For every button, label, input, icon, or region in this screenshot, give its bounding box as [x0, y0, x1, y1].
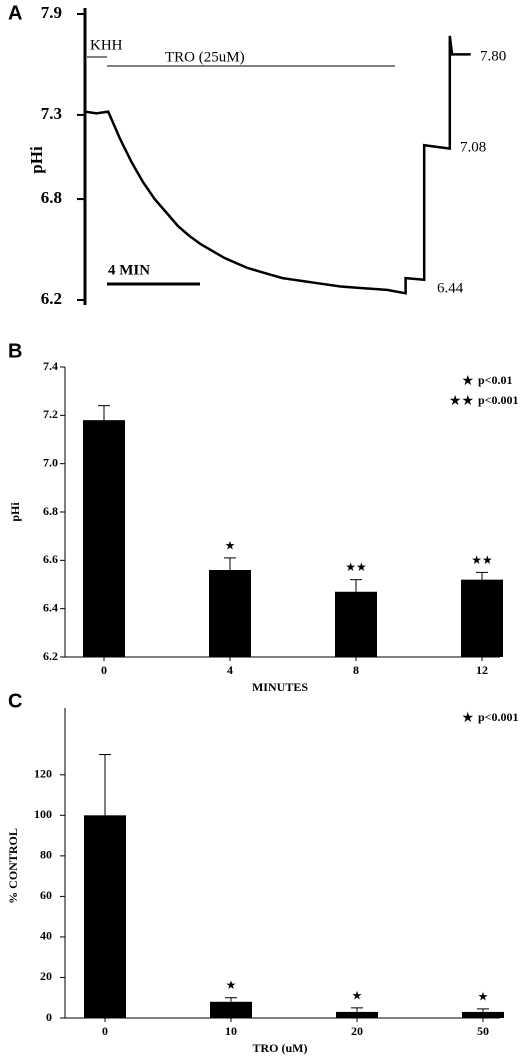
significance: ★ [478, 989, 489, 1003]
bar [84, 815, 126, 1018]
y-tick-label: 7.9 [41, 3, 62, 22]
y-tick-label: 120 [34, 767, 52, 781]
step-label: 6.44 [437, 280, 464, 296]
legend-label: p<0.001 [478, 393, 519, 407]
treatment-label: TRO (25uM) [165, 49, 245, 65]
y-tick-label: 7.4 [43, 359, 58, 373]
treatment-label: KHH [90, 37, 123, 53]
significance: ★ [352, 988, 363, 1002]
y-tick-label: 100 [34, 807, 52, 821]
panel-label: B [8, 340, 22, 362]
significance: ★ [226, 978, 237, 992]
panel-label: C [8, 690, 22, 712]
y-axis-label: % CONTROL [6, 828, 20, 904]
y-axis-label: pHi [27, 146, 46, 174]
panel-label: A [8, 2, 22, 24]
y-tick-label: 6.6 [43, 552, 58, 566]
step-label: 7.08 [460, 139, 486, 155]
step-label: 7.80 [480, 48, 506, 64]
y-tick-label: 20 [40, 969, 52, 983]
y-tick-label: 6.8 [41, 188, 62, 207]
y-tick-label: 80 [40, 848, 52, 862]
legend-symbol: ★★ [449, 393, 474, 409]
bar [209, 570, 251, 657]
significance: ★ [225, 538, 236, 552]
bar [83, 420, 125, 657]
bar [336, 1011, 378, 1018]
x-tick-label: 50 [477, 1024, 489, 1038]
legend-label: p<0.01 [478, 373, 513, 387]
legend-label: p<0.001 [478, 710, 519, 724]
x-tick-label: 12 [476, 663, 488, 677]
y-tick-label: 6.2 [43, 649, 58, 663]
legend-symbol: ★ [461, 710, 474, 726]
x-tick-label: 10 [225, 1024, 237, 1038]
y-tick-label: 6.8 [43, 504, 58, 518]
x-tick-label: 0 [101, 663, 107, 677]
bar [210, 1001, 252, 1018]
y-tick-label: 40 [40, 929, 52, 943]
x-tick-label: 8 [353, 663, 359, 677]
y-tick-label: 7.2 [43, 407, 58, 421]
significance: ★★ [345, 560, 367, 574]
legend-symbol: ★ [461, 373, 474, 389]
y-tick-label: 6.4 [43, 600, 58, 614]
y-tick-label: 60 [40, 888, 52, 902]
x-axis-label: MINUTES [252, 680, 308, 694]
trace [84, 35, 471, 295]
significance: ★★ [471, 553, 493, 567]
y-tick-label: 7.3 [41, 104, 62, 123]
y-tick-label: 7.0 [43, 455, 58, 469]
x-tick-label: 4 [227, 663, 233, 677]
y-tick-label: 0 [46, 1010, 52, 1024]
scale-bar-label: 4 MIN [108, 262, 150, 278]
x-tick-label: 0 [102, 1024, 108, 1038]
y-tick-label: 6.2 [41, 289, 62, 308]
y-axis-label: pHi [8, 502, 22, 522]
bar [335, 591, 377, 657]
bar [461, 579, 503, 657]
x-axis-label: TRO (uM) [253, 1041, 308, 1055]
bar [462, 1011, 504, 1018]
x-tick-label: 20 [351, 1024, 363, 1038]
